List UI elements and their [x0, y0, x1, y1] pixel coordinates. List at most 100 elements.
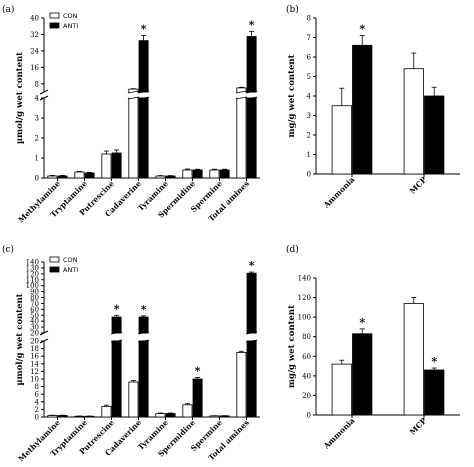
- significance-marker: *: [249, 259, 255, 272]
- significance-marker: *: [195, 364, 201, 377]
- significance-marker: *: [359, 316, 365, 329]
- y-tick-label: 0: [35, 414, 39, 422]
- significance-marker: *: [141, 22, 147, 35]
- bar-break-mark: [245, 90, 258, 94]
- significance-marker: *: [114, 302, 120, 315]
- y-tick-label: 16: [30, 64, 39, 72]
- bar-con: [182, 404, 193, 418]
- x-tick-label: Ammonia: [321, 416, 356, 451]
- y-tick-label: 16: [30, 353, 39, 361]
- bar-con: [209, 169, 220, 179]
- y-tick-label: 2: [35, 406, 39, 414]
- bar-break-mark: [235, 96, 248, 100]
- bar-anti: [138, 40, 149, 179]
- bar-break-mark: [245, 339, 258, 343]
- y-tick-label: 70: [30, 300, 39, 308]
- bar-break-mark: [137, 90, 150, 94]
- axis-break-gap: [40, 333, 260, 341]
- bar-anti: [424, 369, 445, 416]
- bar-con: [403, 68, 424, 175]
- y-tick-label: 6: [307, 54, 312, 62]
- y-tick-label: 12: [30, 368, 39, 376]
- panel-b: (b) mg/g wet content 0 1 2 3 4 5 6 7 8 * Ammonia MCP: [286, 4, 460, 210]
- legend-swatch-anti: [49, 266, 60, 273]
- bar-con: [101, 405, 112, 418]
- y-tick-label: 8: [35, 80, 39, 88]
- bar-break-mark: [110, 331, 123, 335]
- y-tick-label: 120: [298, 294, 311, 302]
- legend-label-con: CON: [63, 12, 78, 20]
- bar-anti: [192, 169, 203, 179]
- bar-break-mark: [235, 90, 248, 94]
- legend-label-anti: ANTI: [63, 22, 78, 30]
- bar-anti: [57, 415, 68, 418]
- y-tick-label: 0: [307, 171, 311, 179]
- bar-anti: [219, 169, 230, 179]
- y-axis-label: µmol/g wet content: [15, 293, 25, 385]
- y-axis-label: µmol/g wet content: [15, 52, 25, 144]
- bar-break-mark: [110, 339, 123, 343]
- axis-break-mark: [39, 338, 49, 344]
- y-tick-label: 130: [26, 264, 39, 272]
- panel-c: (c)µmol/g wet content0246810121416182020…: [2, 244, 260, 463]
- bar-con: [101, 153, 112, 179]
- bar-anti: [165, 413, 176, 418]
- y-tick-label: 2: [35, 135, 39, 143]
- y-tick-label: 80: [302, 333, 311, 341]
- bar-con: [236, 87, 247, 179]
- panel-label: (a): [2, 4, 14, 15]
- bar-con: [403, 303, 424, 416]
- y-tick-label: 20: [30, 338, 39, 346]
- y-tick-label: 2: [307, 132, 311, 140]
- y-tick-label: 8: [35, 383, 39, 391]
- bar-break-mark: [127, 90, 140, 94]
- bar-anti: [84, 172, 95, 179]
- y-tick-label: 5: [307, 73, 311, 81]
- y-axis-label: mg/g wet content: [287, 54, 297, 137]
- y-tick-label: 1: [35, 155, 39, 163]
- y-tick-label: 24: [30, 47, 39, 55]
- bar-anti: [246, 36, 257, 179]
- y-axis-label: mg/g wet content: [287, 305, 297, 388]
- y-tick-label: 20: [302, 392, 311, 400]
- y-tick-label: 32: [30, 31, 39, 39]
- y-tick-label: 140: [298, 275, 311, 283]
- bar-break-mark: [137, 331, 150, 335]
- bar-con: [331, 105, 352, 175]
- bar-con: [155, 413, 166, 418]
- y-tick-label: 1: [307, 151, 311, 159]
- y-tick-label: 110: [26, 276, 39, 284]
- panel-d: (d) mg/g wet content 0 20 40 60 80 100 120 140 * Am…: [286, 244, 460, 451]
- bar-break-mark: [137, 96, 150, 100]
- y-tick-label: 7: [307, 34, 311, 42]
- bar-con: [128, 88, 139, 179]
- panel-label: (c): [2, 244, 14, 255]
- y-tick-label: 6: [35, 391, 40, 399]
- axis-break-mark: [39, 95, 49, 101]
- y-tick-label: 30: [30, 324, 39, 332]
- y-tick-label: 4: [35, 95, 40, 103]
- panel-label: (d): [286, 244, 299, 255]
- panel-a: (a)µmol/g wet content01234816243240Methy…: [2, 4, 260, 224]
- bar-con: [47, 175, 58, 179]
- y-tick-label: 3: [307, 112, 311, 120]
- y-tick-label: 40: [302, 372, 311, 380]
- y-tick-label: 0: [307, 412, 311, 420]
- y-tick-label: 90: [30, 288, 39, 296]
- bar-break-mark: [245, 96, 258, 100]
- y-tick-label: 60: [30, 306, 39, 314]
- bar-con: [236, 351, 247, 418]
- panel-label: (b): [286, 4, 299, 15]
- bar-con: [47, 415, 58, 418]
- legend-label-con: CON: [63, 256, 78, 264]
- bar-anti: [424, 95, 445, 175]
- y-tick-label: 0: [35, 175, 39, 183]
- y-tick-label: 140: [26, 259, 39, 267]
- bar-anti: [165, 175, 176, 179]
- legend-swatch-anti: [49, 22, 60, 29]
- y-tick-label: 40: [30, 318, 39, 326]
- legend-swatch-con: [49, 256, 60, 263]
- significance-marker: *: [359, 23, 365, 36]
- axis-break-mark: [39, 89, 49, 95]
